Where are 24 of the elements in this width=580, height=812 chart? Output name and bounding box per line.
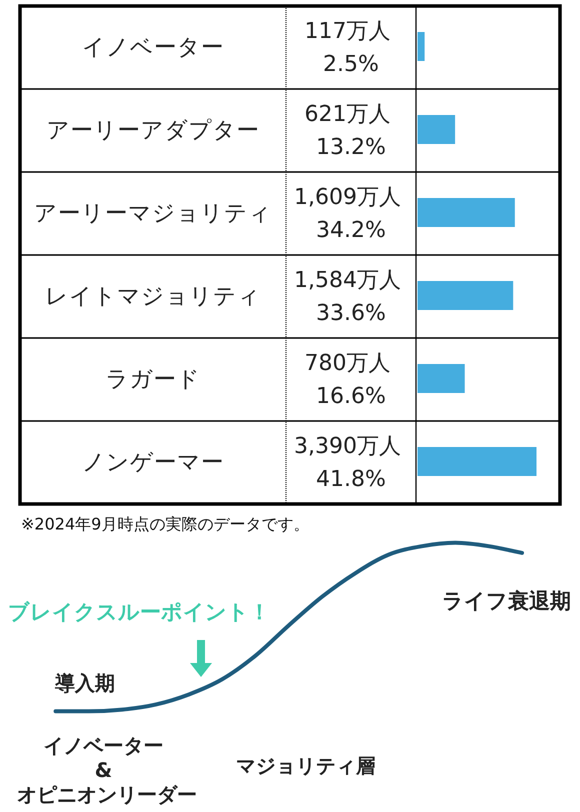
y-tick-label: ノンゲーマー <box>82 450 224 476</box>
y-tick-label: アーリーマジョリティ <box>34 200 272 226</box>
bar <box>418 115 456 144</box>
y-tick-label: レイトマジョリティ <box>45 284 261 310</box>
bar <box>418 32 425 61</box>
y-tick-label: アーリーアダプター <box>46 118 260 144</box>
bar <box>418 364 465 393</box>
y-tick-label: イノベーター <box>82 34 224 60</box>
annotation: ブレイクスルーポイント！ <box>8 600 270 624</box>
bar <box>418 447 536 476</box>
annotation: ライフ衰退期 <box>442 589 571 613</box>
text: イノベーター & オピニオンリーダー <box>17 734 197 806</box>
annotation: 導入期 <box>54 671 115 695</box>
data-label: 1,609万人 34.2% <box>294 184 408 242</box>
y-tick-label: ラガード <box>106 366 200 392</box>
bar <box>418 281 514 310</box>
data-label: 1,584万人 33.6% <box>294 268 408 326</box>
text: ※2024年9月時点の実際のデータです。 <box>21 514 310 534</box>
data-label: 117万人 2.5% <box>304 18 398 76</box>
data-label: 621万人 13.2% <box>304 102 398 160</box>
data-label: 3,390万人 41.8% <box>294 434 408 492</box>
text: マジョリティ層 <box>236 754 376 778</box>
data-label: 780万人 16.6% <box>304 350 398 408</box>
bar <box>418 198 515 227</box>
